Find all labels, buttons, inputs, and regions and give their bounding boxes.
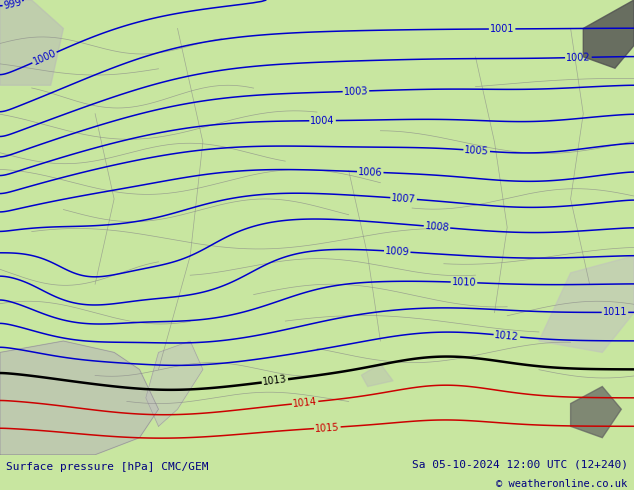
Polygon shape [583,0,634,68]
Polygon shape [571,387,621,438]
Text: 1009: 1009 [385,246,410,257]
Text: 1008: 1008 [424,221,450,233]
Text: 1004: 1004 [310,116,335,126]
Polygon shape [0,0,63,85]
Text: 1003: 1003 [344,86,368,97]
Text: 1012: 1012 [494,330,520,342]
Text: 1002: 1002 [566,52,591,63]
Text: 1011: 1011 [603,307,627,318]
Text: 1010: 1010 [451,277,476,288]
Polygon shape [539,256,634,352]
Text: 1001: 1001 [490,24,514,34]
Text: © weatheronline.co.uk: © weatheronline.co.uk [496,479,628,489]
Text: 1007: 1007 [391,193,417,204]
Polygon shape [146,341,203,426]
Text: 1014: 1014 [292,396,318,409]
Polygon shape [361,364,393,387]
Text: 999: 999 [3,0,23,11]
Text: Surface pressure [hPa] CMC/GEM: Surface pressure [hPa] CMC/GEM [6,462,209,472]
Text: Sa 05-10-2024 12:00 UTC (12+240): Sa 05-10-2024 12:00 UTC (12+240) [411,460,628,469]
Polygon shape [0,341,158,455]
Text: 1000: 1000 [31,48,58,67]
Text: 1005: 1005 [464,145,489,156]
Text: 1006: 1006 [358,167,383,177]
Text: 1015: 1015 [314,422,340,434]
Text: 1013: 1013 [262,374,288,388]
